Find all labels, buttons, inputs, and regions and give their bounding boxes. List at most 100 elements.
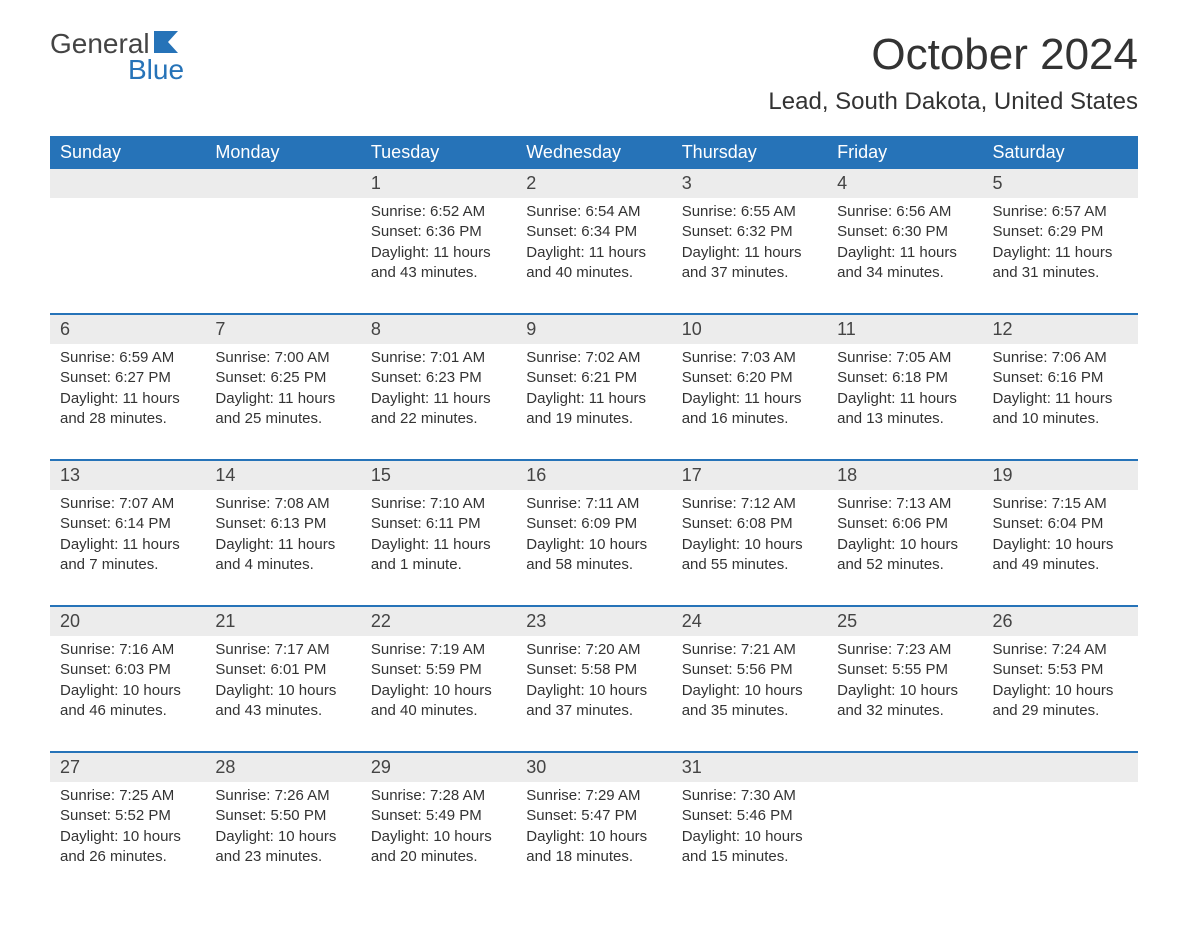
weekday-header: Monday xyxy=(205,136,360,169)
daylight-text: Daylight: 11 hours and 7 minutes. xyxy=(60,535,195,576)
daylight-text: Daylight: 10 hours and 29 minutes. xyxy=(993,681,1128,722)
day-content xyxy=(205,198,360,314)
sunset-text: Sunset: 6:09 PM xyxy=(526,514,661,534)
sunrise-text: Sunrise: 6:54 AM xyxy=(526,202,661,222)
sunrise-text: Sunrise: 6:56 AM xyxy=(837,202,972,222)
sunset-text: Sunset: 6:23 PM xyxy=(371,368,506,388)
daylight-text: Daylight: 10 hours and 32 minutes. xyxy=(837,681,972,722)
daylight-text: Daylight: 10 hours and 58 minutes. xyxy=(526,535,661,576)
day-number: 17 xyxy=(672,460,827,490)
day-number-row: 12345 xyxy=(50,169,1138,198)
day-content-row: Sunrise: 7:16 AMSunset: 6:03 PMDaylight:… xyxy=(50,636,1138,752)
day-number: 27 xyxy=(50,752,205,782)
sunset-text: Sunset: 6:16 PM xyxy=(993,368,1128,388)
weekday-header: Sunday xyxy=(50,136,205,169)
day-content: Sunrise: 7:29 AMSunset: 5:47 PMDaylight:… xyxy=(516,782,671,897)
daylight-text: Daylight: 11 hours and 16 minutes. xyxy=(682,389,817,430)
sunrise-text: Sunrise: 7:08 AM xyxy=(215,494,350,514)
weekday-header: Thursday xyxy=(672,136,827,169)
sunset-text: Sunset: 5:49 PM xyxy=(371,806,506,826)
daylight-text: Daylight: 10 hours and 15 minutes. xyxy=(682,827,817,868)
day-number: 22 xyxy=(361,606,516,636)
day-number: 19 xyxy=(983,460,1138,490)
day-content: Sunrise: 7:15 AMSunset: 6:04 PMDaylight:… xyxy=(983,490,1138,606)
day-content: Sunrise: 7:06 AMSunset: 6:16 PMDaylight:… xyxy=(983,344,1138,460)
weekday-header: Friday xyxy=(827,136,982,169)
daylight-text: Daylight: 11 hours and 10 minutes. xyxy=(993,389,1128,430)
daylight-text: Daylight: 10 hours and 55 minutes. xyxy=(682,535,817,576)
day-number: 29 xyxy=(361,752,516,782)
sunrise-text: Sunrise: 7:01 AM xyxy=(371,348,506,368)
sunrise-text: Sunrise: 7:12 AM xyxy=(682,494,817,514)
day-number: 20 xyxy=(50,606,205,636)
sunset-text: Sunset: 6:30 PM xyxy=(837,222,972,242)
daylight-text: Daylight: 10 hours and 43 minutes. xyxy=(215,681,350,722)
day-content: Sunrise: 7:08 AMSunset: 6:13 PMDaylight:… xyxy=(205,490,360,606)
sunset-text: Sunset: 6:01 PM xyxy=(215,660,350,680)
title-block: October 2024 Lead, South Dakota, United … xyxy=(768,30,1138,116)
sunrise-text: Sunrise: 7:30 AM xyxy=(682,786,817,806)
sunrise-text: Sunrise: 7:15 AM xyxy=(993,494,1128,514)
weekday-header-row: SundayMondayTuesdayWednesdayThursdayFrid… xyxy=(50,136,1138,169)
sunrise-text: Sunrise: 6:57 AM xyxy=(993,202,1128,222)
day-number: 28 xyxy=(205,752,360,782)
day-number: 13 xyxy=(50,460,205,490)
day-number: 26 xyxy=(983,606,1138,636)
sunset-text: Sunset: 5:56 PM xyxy=(682,660,817,680)
day-number: 25 xyxy=(827,606,982,636)
day-number: 8 xyxy=(361,314,516,344)
location: Lead, South Dakota, United States xyxy=(768,88,1138,116)
sunset-text: Sunset: 5:58 PM xyxy=(526,660,661,680)
day-number xyxy=(205,169,360,198)
day-content: Sunrise: 7:00 AMSunset: 6:25 PMDaylight:… xyxy=(205,344,360,460)
day-number: 10 xyxy=(672,314,827,344)
daylight-text: Daylight: 10 hours and 37 minutes. xyxy=(526,681,661,722)
day-number: 1 xyxy=(361,169,516,198)
day-content: Sunrise: 7:10 AMSunset: 6:11 PMDaylight:… xyxy=(361,490,516,606)
sunset-text: Sunset: 6:18 PM xyxy=(837,368,972,388)
weekday-header: Tuesday xyxy=(361,136,516,169)
daylight-text: Daylight: 11 hours and 13 minutes. xyxy=(837,389,972,430)
sunrise-text: Sunrise: 7:29 AM xyxy=(526,786,661,806)
sunset-text: Sunset: 5:59 PM xyxy=(371,660,506,680)
day-number: 31 xyxy=(672,752,827,782)
sunset-text: Sunset: 6:14 PM xyxy=(60,514,195,534)
sunset-text: Sunset: 6:20 PM xyxy=(682,368,817,388)
day-content: Sunrise: 7:01 AMSunset: 6:23 PMDaylight:… xyxy=(361,344,516,460)
daylight-text: Daylight: 11 hours and 31 minutes. xyxy=(993,243,1128,284)
day-number: 24 xyxy=(672,606,827,636)
logo: General Blue xyxy=(50,30,184,84)
sunrise-text: Sunrise: 7:23 AM xyxy=(837,640,972,660)
day-content: Sunrise: 7:11 AMSunset: 6:09 PMDaylight:… xyxy=(516,490,671,606)
sunrise-text: Sunrise: 7:10 AM xyxy=(371,494,506,514)
sunrise-text: Sunrise: 7:28 AM xyxy=(371,786,506,806)
sunset-text: Sunset: 6:21 PM xyxy=(526,368,661,388)
day-number: 2 xyxy=(516,169,671,198)
day-content: Sunrise: 6:55 AMSunset: 6:32 PMDaylight:… xyxy=(672,198,827,314)
day-number: 6 xyxy=(50,314,205,344)
month-title: October 2024 xyxy=(768,30,1138,80)
daylight-text: Daylight: 10 hours and 18 minutes. xyxy=(526,827,661,868)
sunrise-text: Sunrise: 7:03 AM xyxy=(682,348,817,368)
sunrise-text: Sunrise: 7:02 AM xyxy=(526,348,661,368)
day-content: Sunrise: 7:19 AMSunset: 5:59 PMDaylight:… xyxy=(361,636,516,752)
day-number: 3 xyxy=(672,169,827,198)
day-number: 23 xyxy=(516,606,671,636)
sunset-text: Sunset: 5:52 PM xyxy=(60,806,195,826)
daylight-text: Daylight: 10 hours and 23 minutes. xyxy=(215,827,350,868)
day-content xyxy=(983,782,1138,897)
daylight-text: Daylight: 10 hours and 40 minutes. xyxy=(371,681,506,722)
day-number-row: 2728293031 xyxy=(50,752,1138,782)
day-number: 18 xyxy=(827,460,982,490)
day-number: 21 xyxy=(205,606,360,636)
sunrise-text: Sunrise: 7:17 AM xyxy=(215,640,350,660)
day-number xyxy=(827,752,982,782)
day-content: Sunrise: 7:20 AMSunset: 5:58 PMDaylight:… xyxy=(516,636,671,752)
day-number xyxy=(50,169,205,198)
day-content: Sunrise: 7:23 AMSunset: 5:55 PMDaylight:… xyxy=(827,636,982,752)
sunrise-text: Sunrise: 7:26 AM xyxy=(215,786,350,806)
header: General Blue October 2024 Lead, South Da… xyxy=(50,30,1138,116)
day-content: Sunrise: 7:24 AMSunset: 5:53 PMDaylight:… xyxy=(983,636,1138,752)
day-content: Sunrise: 7:13 AMSunset: 6:06 PMDaylight:… xyxy=(827,490,982,606)
day-content: Sunrise: 7:02 AMSunset: 6:21 PMDaylight:… xyxy=(516,344,671,460)
